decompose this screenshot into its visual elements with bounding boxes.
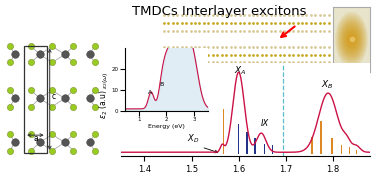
Bar [311, 137, 313, 154]
Polygon shape [348, 34, 355, 45]
Text: a: a [33, 134, 38, 143]
Text: $X_B$: $X_B$ [321, 79, 333, 91]
Bar [356, 150, 357, 154]
Polygon shape [336, 13, 367, 65]
Bar [254, 138, 256, 154]
Polygon shape [350, 36, 353, 42]
Polygon shape [339, 17, 364, 61]
Text: B: B [159, 82, 163, 87]
Polygon shape [337, 15, 366, 64]
Polygon shape [344, 27, 359, 52]
Bar [320, 121, 322, 154]
Polygon shape [339, 19, 364, 60]
Polygon shape [341, 21, 362, 57]
Y-axis label: $\varepsilon_2(\omega)$: $\varepsilon_2(\omega)$ [101, 71, 110, 89]
Bar [349, 147, 350, 154]
Text: $X_A$: $X_A$ [234, 65, 246, 78]
Text: c: c [52, 92, 56, 101]
Text: $\varepsilon_2$ (a.u): $\varepsilon_2$ (a.u) [98, 89, 110, 118]
Polygon shape [338, 16, 365, 63]
Text: A: A [148, 90, 152, 95]
Polygon shape [342, 24, 361, 55]
Text: $X_D$: $X_D$ [187, 133, 199, 145]
Bar [246, 132, 248, 154]
Bar [264, 144, 265, 154]
Bar [272, 145, 273, 154]
Text: TMDCs Interlayer excitons: TMDCs Interlayer excitons [132, 5, 307, 18]
Polygon shape [347, 31, 356, 48]
Polygon shape [347, 32, 356, 46]
Bar [24, 46, 46, 153]
Polygon shape [349, 35, 354, 44]
X-axis label: Energy (eV): Energy (eV) [148, 124, 185, 129]
Polygon shape [336, 12, 367, 67]
Bar [341, 145, 342, 154]
Polygon shape [351, 38, 352, 41]
Text: IX: IX [261, 119, 270, 128]
Polygon shape [346, 30, 357, 49]
Bar [223, 109, 224, 154]
Polygon shape [345, 28, 358, 50]
Polygon shape [344, 26, 359, 53]
Bar [238, 124, 239, 154]
Polygon shape [342, 23, 361, 56]
Bar [331, 138, 333, 154]
Polygon shape [340, 20, 363, 59]
